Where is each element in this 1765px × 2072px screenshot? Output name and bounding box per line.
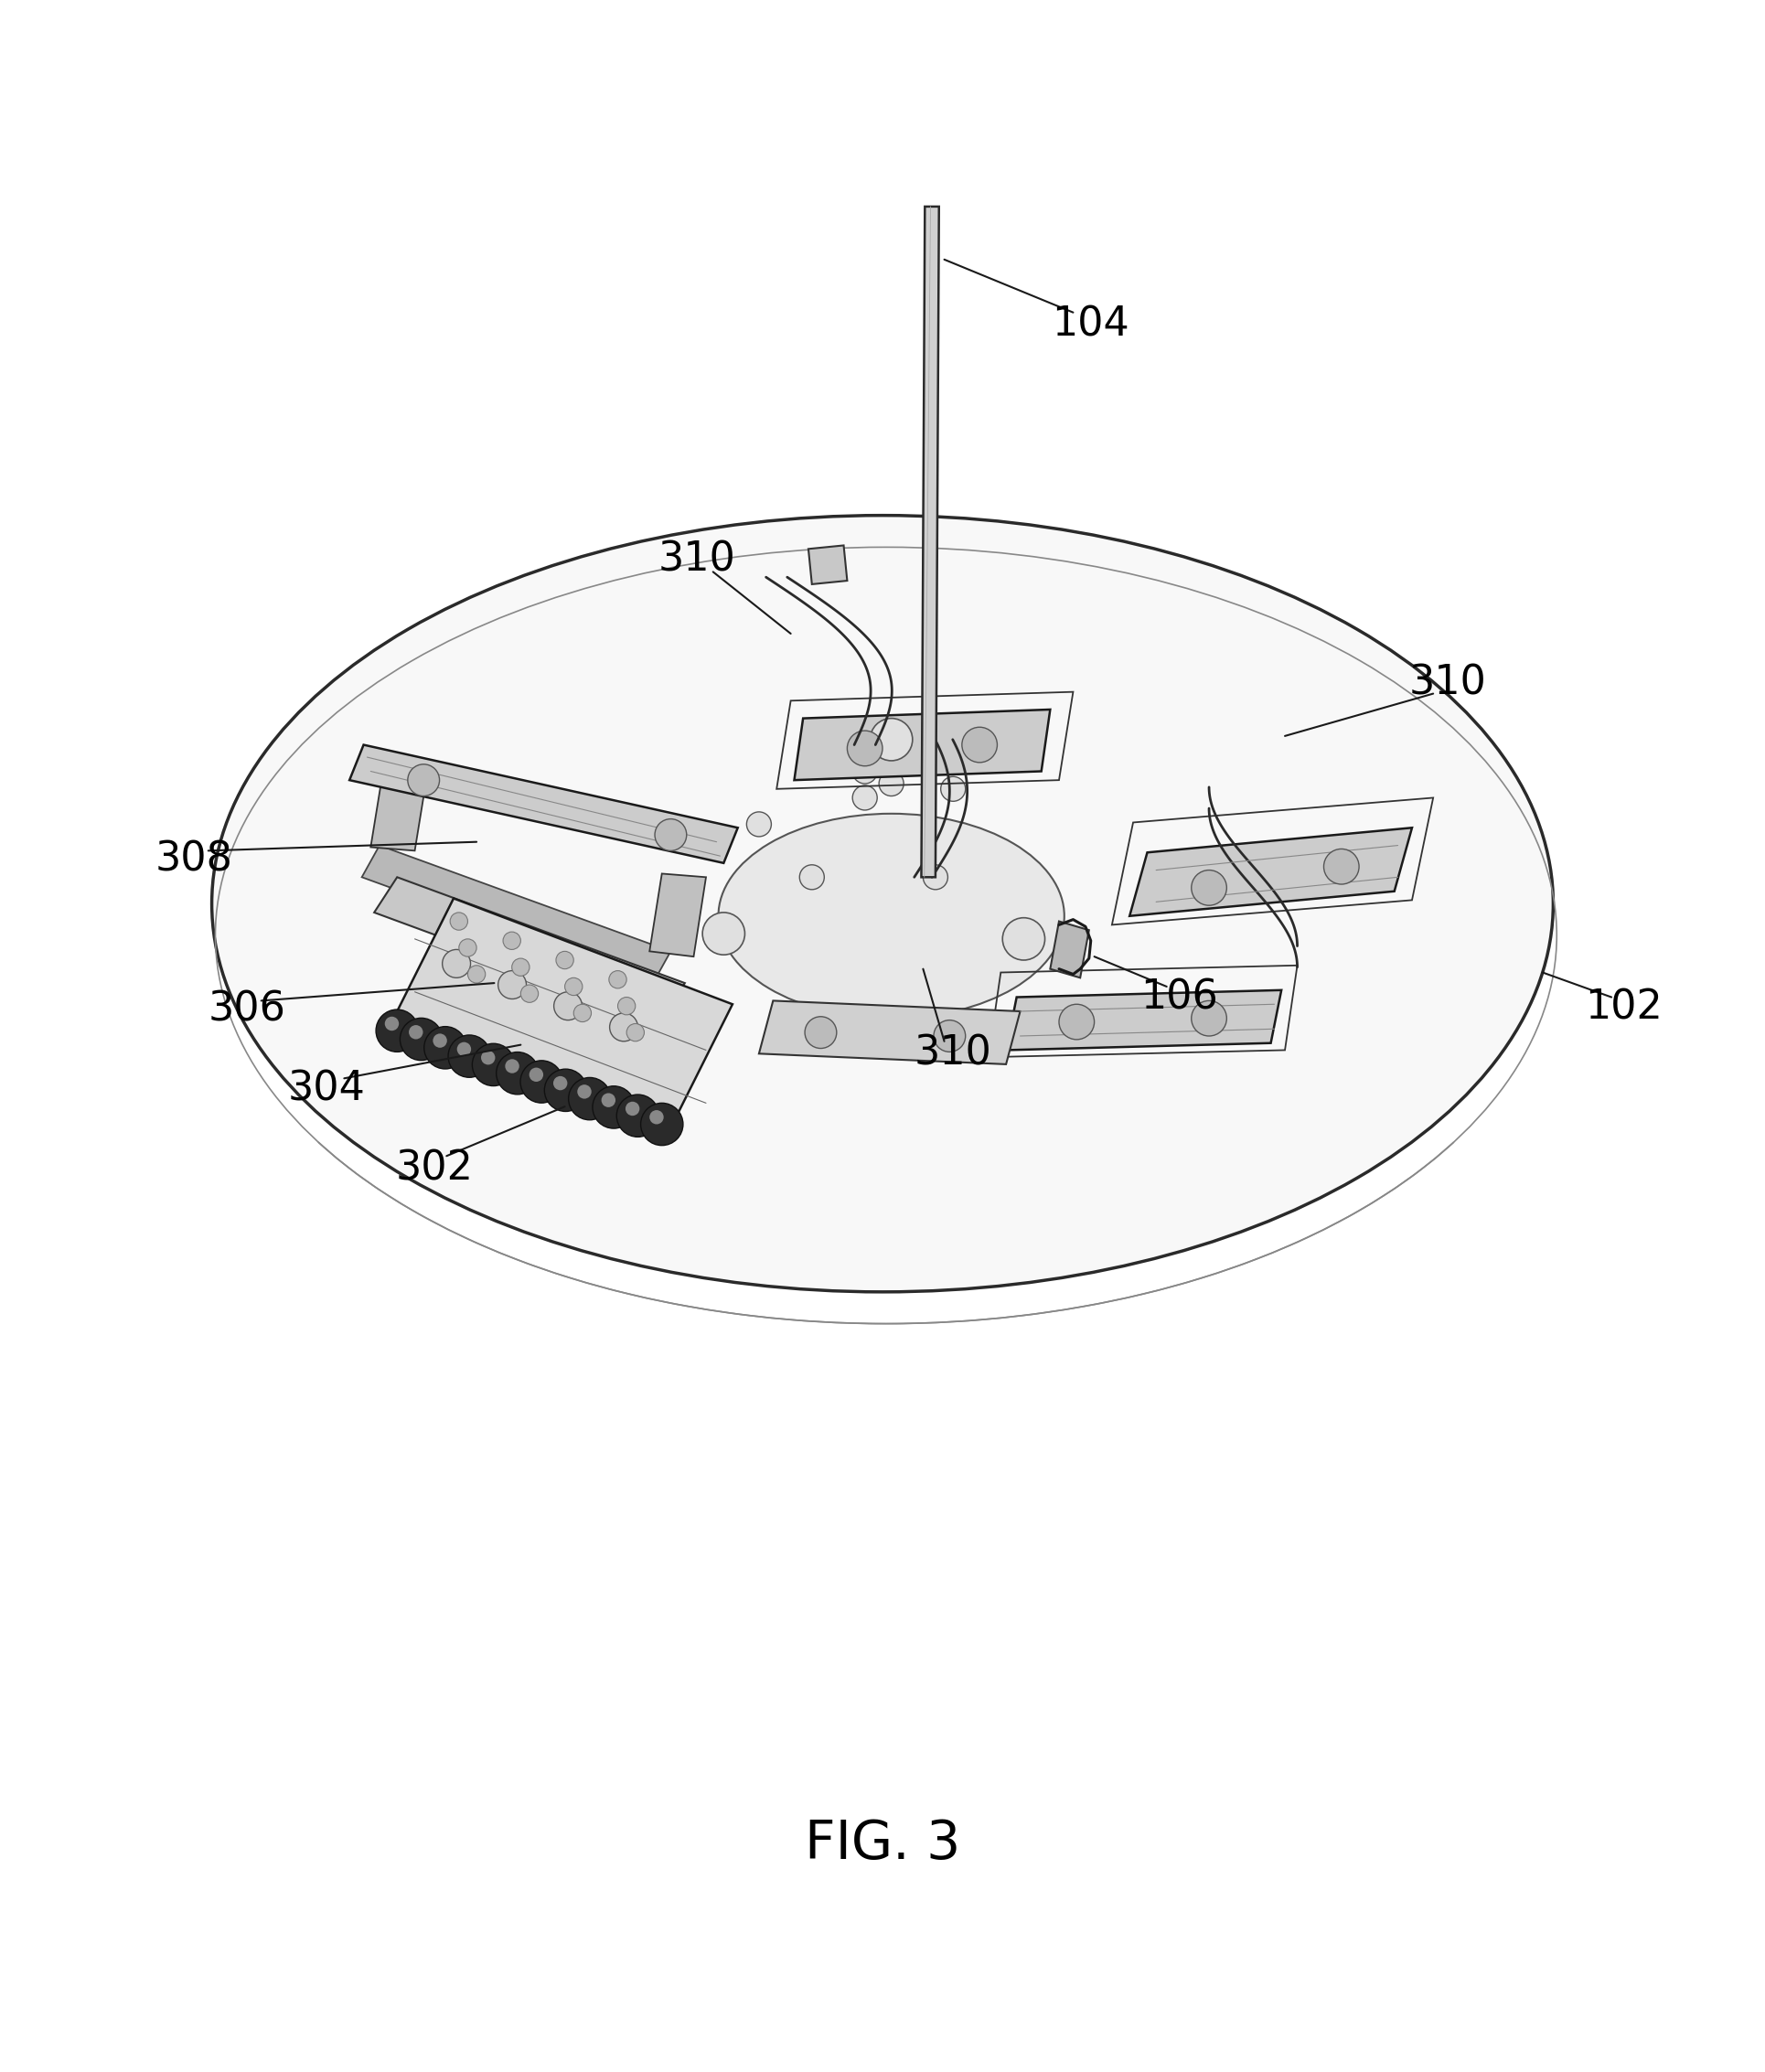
Circle shape (496, 1053, 538, 1094)
Circle shape (473, 1044, 515, 1086)
Circle shape (702, 912, 745, 955)
Circle shape (602, 1094, 616, 1106)
Circle shape (530, 1067, 544, 1082)
Circle shape (852, 785, 877, 810)
Polygon shape (374, 876, 685, 1017)
Circle shape (1324, 850, 1359, 885)
Text: 310: 310 (914, 1034, 992, 1073)
Circle shape (556, 951, 574, 970)
Polygon shape (371, 771, 427, 852)
Circle shape (609, 970, 627, 988)
Text: 308: 308 (155, 839, 233, 879)
Circle shape (1191, 1001, 1227, 1036)
Polygon shape (808, 545, 847, 584)
Text: 310: 310 (1408, 663, 1486, 702)
Text: 310: 310 (658, 541, 736, 580)
Circle shape (401, 1017, 443, 1061)
Circle shape (962, 727, 997, 762)
Circle shape (641, 1102, 683, 1146)
Polygon shape (650, 874, 706, 957)
Text: 302: 302 (395, 1148, 473, 1187)
Circle shape (618, 997, 635, 1015)
Circle shape (568, 1077, 611, 1119)
Circle shape (552, 1075, 567, 1090)
Circle shape (521, 1061, 563, 1102)
Circle shape (385, 1017, 399, 1030)
Circle shape (482, 1051, 496, 1065)
Circle shape (503, 932, 521, 949)
Circle shape (448, 1036, 491, 1077)
Polygon shape (921, 207, 939, 876)
Circle shape (565, 978, 582, 995)
Circle shape (870, 719, 913, 760)
Circle shape (923, 864, 948, 889)
Text: 106: 106 (1140, 978, 1218, 1017)
Circle shape (512, 959, 530, 976)
Circle shape (424, 1026, 466, 1069)
Circle shape (650, 1111, 664, 1125)
Ellipse shape (212, 516, 1553, 1291)
Circle shape (747, 812, 771, 837)
Circle shape (409, 1026, 424, 1040)
Circle shape (616, 1094, 658, 1138)
Circle shape (879, 771, 904, 796)
Text: 306: 306 (208, 990, 286, 1030)
Circle shape (1191, 870, 1227, 905)
Text: 304: 304 (288, 1069, 365, 1109)
Circle shape (847, 731, 882, 767)
Polygon shape (759, 1001, 1020, 1065)
Polygon shape (1050, 922, 1089, 978)
Circle shape (432, 1034, 447, 1048)
Circle shape (376, 1009, 418, 1053)
Circle shape (593, 1086, 635, 1129)
Circle shape (805, 1017, 837, 1048)
Circle shape (577, 1084, 591, 1098)
Circle shape (468, 966, 485, 982)
Circle shape (625, 1102, 639, 1115)
Text: FIG. 3: FIG. 3 (805, 1819, 960, 1871)
Circle shape (521, 984, 538, 1003)
Polygon shape (362, 845, 671, 982)
Circle shape (457, 1042, 471, 1057)
Circle shape (800, 864, 824, 889)
Circle shape (498, 970, 526, 999)
Circle shape (941, 777, 965, 802)
Circle shape (655, 818, 687, 852)
Circle shape (852, 758, 877, 783)
Polygon shape (1006, 990, 1281, 1051)
Circle shape (627, 1024, 644, 1042)
Text: 104: 104 (1052, 305, 1130, 344)
Circle shape (1003, 918, 1045, 959)
Circle shape (934, 1019, 965, 1053)
Circle shape (505, 1059, 519, 1073)
Polygon shape (392, 899, 732, 1127)
Circle shape (609, 1013, 637, 1042)
Circle shape (554, 992, 582, 1019)
Polygon shape (794, 709, 1050, 781)
Circle shape (1059, 1005, 1094, 1040)
Circle shape (459, 939, 477, 957)
Circle shape (450, 912, 468, 930)
Circle shape (408, 765, 439, 796)
Polygon shape (1130, 827, 1412, 916)
Circle shape (574, 1005, 591, 1021)
Text: 102: 102 (1585, 988, 1663, 1028)
Ellipse shape (718, 814, 1064, 1017)
Circle shape (443, 949, 471, 978)
Circle shape (544, 1069, 586, 1111)
Polygon shape (349, 744, 738, 864)
